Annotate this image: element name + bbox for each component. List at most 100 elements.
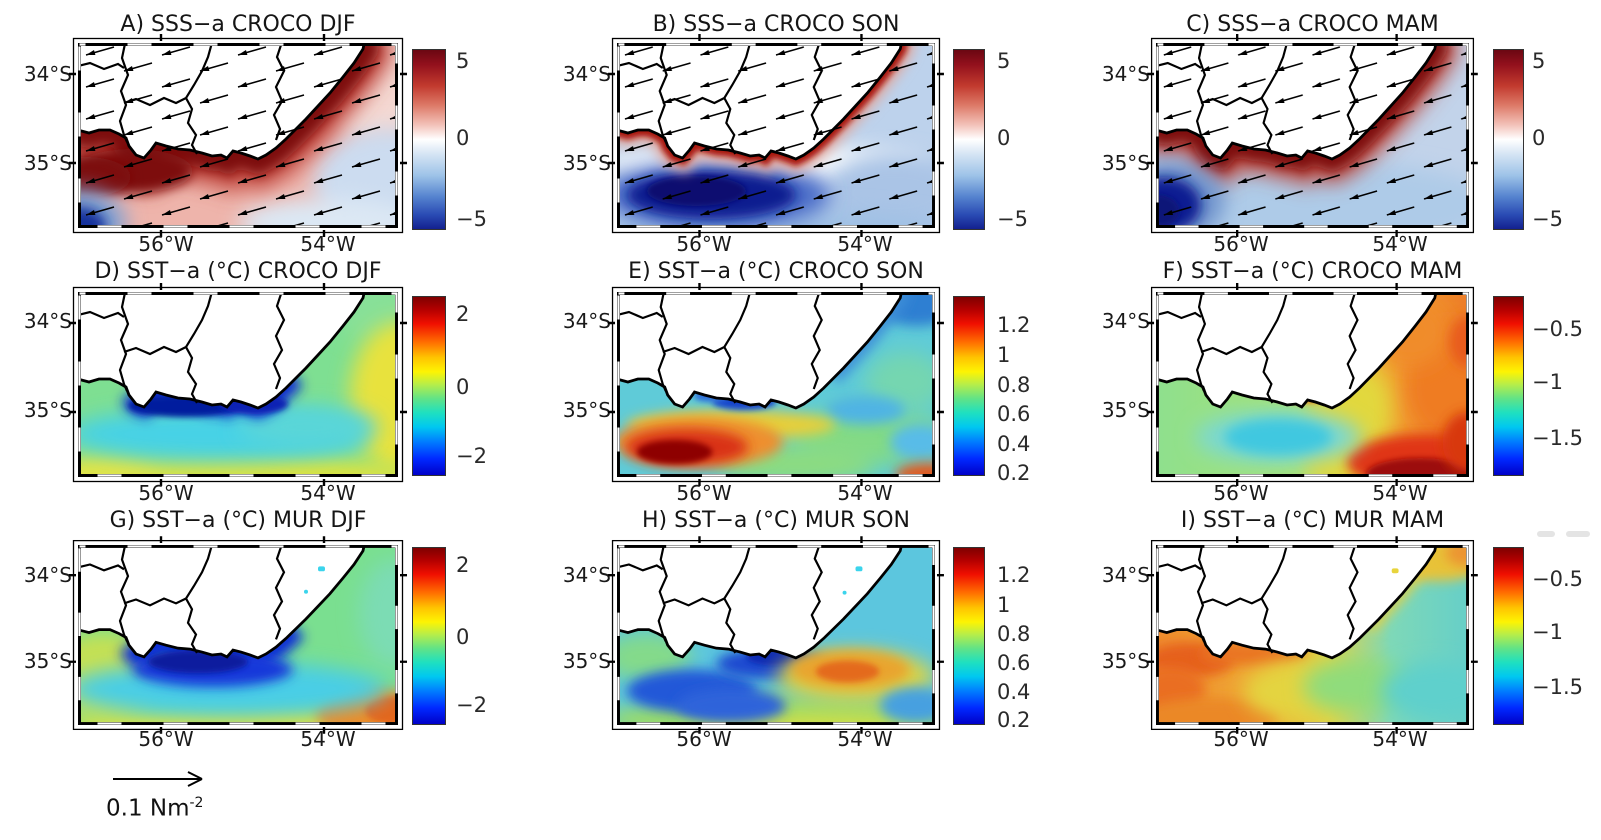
lat-label: 34°S [1101,563,1150,587]
ocean-field [1156,43,1469,228]
vector-key-value: 0.1 Nm [106,795,190,822]
ocean-field [78,292,398,477]
colorbar-tick: 0.2 [997,461,1031,485]
colorbar-tick: −5 [456,207,487,231]
colorbar-tick: 1 [997,593,1011,617]
lon-label: 54°W [837,727,893,751]
lat-label: 34°S [562,309,611,333]
wind-vectors [1156,43,1469,228]
colorbar-tick: 5 [456,49,470,73]
panel-title-C: C) SSS−a CROCO MAM [1186,12,1439,37]
lon-label: 54°W [1372,727,1428,751]
colorbar-tick: 2 [456,302,470,326]
colorbar-tick: 1 [997,343,1011,367]
lake-speck [318,566,325,572]
colorbar-B [953,49,985,230]
lon-label: 54°W [1372,232,1428,256]
ocean-field [1156,292,1469,477]
panel-title-F: F) SST−a (°C) CROCO MAM [1162,259,1463,284]
panel-title-G: G) SST−a (°C) MUR DJF [109,508,367,533]
panel-title-H: H) SST−a (°C) MUR SON [641,508,911,533]
ocean-field [78,545,398,725]
colorbar-tick: 1.2 [997,563,1031,587]
lon-label: 56°W [676,727,732,751]
lon-label: 56°W [138,232,194,256]
lat-label: 35°S [23,649,72,673]
map-canvas-H [606,534,946,736]
colorbar-tick: −1 [1532,620,1563,644]
colorbar-tick: −5 [997,207,1028,231]
vector-key-arrow [113,771,203,787]
colorbar-E [953,296,985,476]
wind-vectors [617,43,935,228]
lon-label: 54°W [837,232,893,256]
colorbar-D [412,296,446,476]
colorbar-tick: −0.5 [1532,317,1583,341]
map-canvas-I [1145,534,1480,736]
panel-title-B: B) SSS−a CROCO SON [652,12,900,37]
colorbar-tick: 0.4 [997,680,1031,704]
vector-key-label: 0.1 Nm-2 [106,795,203,822]
colorbar-I [1493,547,1524,725]
map-canvas-B [606,32,946,239]
colorbar-tick: 0 [456,126,470,150]
panel-title-D: D) SST−a (°C) CROCO DJF [94,259,382,284]
lat-label: 34°S [23,62,72,86]
colorbar-tick: 0 [997,126,1011,150]
lon-label: 56°W [138,727,194,751]
lat-label: 35°S [1101,151,1150,175]
lat-label: 34°S [23,309,72,333]
colorbar-tick: 0 [1532,126,1546,150]
colorbar-F [1493,296,1524,476]
lake-speck [842,590,847,595]
lon-label: 54°W [300,232,356,256]
lake-speck [304,589,308,594]
lat-label: 35°S [23,398,72,422]
colorbar-tick: 5 [997,49,1011,73]
map-canvas-G [67,534,409,736]
lon-label: 54°W [1372,481,1428,505]
lat-label: 34°S [23,563,72,587]
lat-label: 34°S [1101,309,1150,333]
lon-label: 54°W [300,727,356,751]
colorbar-tick: 0.8 [997,622,1031,646]
colorbar-tick: −1 [1532,370,1563,394]
lon-label: 56°W [138,481,194,505]
colorbar-tick: 0.8 [997,373,1031,397]
colorbar-H [953,547,985,725]
colorbar-tick: 5 [1532,49,1546,73]
colorbar-tick: −0.5 [1532,567,1583,591]
colorbar-tick: 1.2 [997,313,1031,337]
wind-vectors [78,43,398,228]
lat-label: 35°S [562,398,611,422]
map-canvas-F [1145,281,1480,488]
vector-key-exponent: -2 [189,795,204,811]
map-canvas-D [67,281,409,488]
map-canvas-E [606,281,946,488]
colorbar-tick: 2 [456,553,470,577]
lon-label: 54°W [300,481,356,505]
colorbar-A [412,49,446,230]
lon-label: 56°W [676,232,732,256]
ocean-field [617,292,935,477]
lon-label: 56°W [1213,481,1269,505]
colorbar-tick: −1.5 [1532,426,1583,450]
colorbar-tick: 0.6 [997,651,1031,675]
colorbar-tick: 0 [456,375,470,399]
lat-label: 34°S [562,62,611,86]
colorbar-tick: 0.2 [997,708,1031,732]
colorbar-tick: 0.4 [997,432,1031,456]
lat-label: 35°S [1101,398,1150,422]
panel-title-A: A) SSS−a CROCO DJF [120,12,356,37]
panel-title-I: I) SST−a (°C) MUR MAM [1180,508,1445,533]
lon-label: 56°W [1213,727,1269,751]
panel-title-E: E) SST−a (°C) CROCO SON [628,259,924,284]
lake-speck [855,566,863,572]
map-canvas-C [1145,32,1480,239]
colorbar-C [1493,49,1524,230]
ocean-field [617,43,935,228]
lat-label: 34°S [1101,62,1150,86]
colorbar-tick: 0 [456,625,470,649]
colorbar-tick: −1.5 [1532,675,1583,699]
